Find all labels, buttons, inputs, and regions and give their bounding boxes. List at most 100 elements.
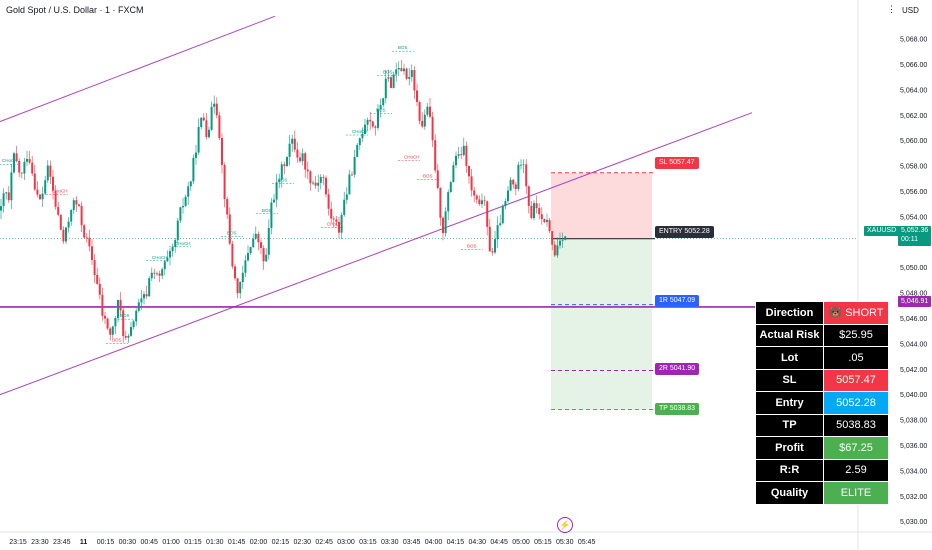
- candle-body: [447, 192, 450, 212]
- symbol-title[interactable]: Gold Spot / U.S. Dollar · 1 · FXCM: [6, 5, 144, 15]
- candle-body: [499, 223, 502, 226]
- info-key: Quality: [755, 481, 824, 505]
- candle-body: [390, 77, 392, 88]
- x-tick-label: 03:45: [403, 539, 421, 546]
- x-tick-label: 02:30: [294, 539, 312, 546]
- candle-body: [491, 251, 494, 253]
- candle-body: [195, 152, 197, 158]
- candle-body: [522, 164, 525, 166]
- candle-body: [514, 184, 517, 190]
- structure-annotation: BOS: [383, 69, 393, 74]
- candle-body: [540, 214, 543, 220]
- candle-body: [169, 251, 171, 258]
- candle-body: [436, 170, 439, 188]
- x-tick-label: 23:15: [9, 539, 27, 546]
- info-key: Direction: [755, 301, 824, 325]
- candle-body: [28, 158, 31, 163]
- x-tick-label: 00:30: [119, 539, 137, 546]
- info-row: Entry 5052.28: [755, 391, 889, 415]
- info-key: Entry: [755, 391, 824, 415]
- more-options-icon[interactable]: ⋮: [887, 4, 896, 14]
- candle-body: [223, 164, 226, 200]
- candle-body: [226, 199, 229, 215]
- candle-body: [197, 127, 200, 153]
- y-tick-label: 5,042.00: [900, 367, 927, 374]
- candle-body: [236, 278, 239, 294]
- candle-body: [153, 272, 156, 274]
- channel-upper-line[interactable]: [0, 15, 276, 125]
- candle-body: [23, 161, 26, 174]
- info-row: Profit $67.25: [755, 436, 889, 460]
- candle-body: [382, 98, 385, 106]
- candle-body: [275, 182, 278, 200]
- candle-body: [182, 205, 184, 208]
- x-tick-label: 00:15: [97, 539, 115, 546]
- candle-body: [20, 172, 23, 174]
- y-tick-label: 5,064.00: [900, 87, 927, 94]
- candle-body: [561, 239, 564, 241]
- 2r-line-label[interactable]: 2R 5041.90: [655, 363, 700, 375]
- candle-body: [509, 179, 512, 191]
- candle-body: [247, 253, 249, 261]
- 1r-line-label[interactable]: 1R 5047.09: [655, 295, 700, 307]
- candle-body: [299, 157, 301, 162]
- sl-line-label[interactable]: SL 5057.47: [655, 157, 699, 169]
- candle-body: [395, 69, 398, 75]
- candle-body: [530, 205, 533, 219]
- candle-body: [335, 219, 338, 222]
- candle-body: [273, 199, 275, 203]
- candle-body: [462, 145, 465, 156]
- candle-body: [551, 231, 554, 245]
- candle-body: [122, 310, 125, 337]
- candle-body: [31, 162, 34, 174]
- candle-body: [0, 206, 2, 211]
- candle-body: [413, 70, 416, 91]
- candle-body: [457, 154, 460, 156]
- candle-body: [36, 189, 39, 195]
- y-tick-label: 5,058.00: [900, 164, 927, 171]
- candle-body: [319, 177, 322, 183]
- lightning-icon[interactable]: ⚡: [557, 517, 573, 533]
- candle-body: [91, 246, 93, 260]
- candle-body: [520, 164, 522, 166]
- candle-body: [312, 182, 314, 184]
- structure-annotation: BOS: [278, 177, 288, 182]
- x-tick-label: 04:45: [490, 539, 508, 546]
- candle-body: [254, 233, 257, 239]
- candle-body: [353, 156, 356, 175]
- candle-body: [26, 158, 28, 162]
- info-key: SL: [755, 368, 824, 392]
- candle-body: [356, 145, 359, 157]
- candle-body: [483, 200, 486, 202]
- structure-annotation: CHoCH: [152, 255, 168, 260]
- entry-line-label[interactable]: ENTRY 5052.28: [655, 226, 714, 238]
- currency-label[interactable]: USD: [902, 6, 919, 15]
- channel-lower-line[interactable]: [0, 112, 753, 399]
- bar-countdown: 00:11: [901, 236, 918, 243]
- x-tick-label: 05:15: [534, 539, 552, 546]
- candle-body: [57, 206, 60, 215]
- x-tick-label: 23:30: [31, 539, 49, 546]
- level-price-badge: 5,046.91: [898, 296, 932, 307]
- x-tick-label: 04:00: [425, 539, 443, 546]
- structure-annotation: CHoCH: [175, 241, 191, 246]
- candle-body: [179, 207, 182, 221]
- candle-body: [434, 140, 437, 171]
- structure-annotation: BOS: [423, 173, 433, 178]
- last-price-badge: 5,052.36 00:11: [898, 226, 932, 246]
- candle-body: [83, 225, 86, 238]
- y-tick-label: 5,068.00: [900, 37, 927, 44]
- info-row: Quality ELITE: [755, 481, 889, 505]
- candle-body: [418, 102, 421, 121]
- candle-body: [475, 195, 478, 200]
- last-price: 5,052.36: [901, 227, 929, 234]
- candle-body: [111, 326, 114, 335]
- candle-body: [429, 106, 431, 117]
- candle-body: [330, 208, 333, 219]
- candle-body: [280, 164, 283, 180]
- tp-line-label[interactable]: TP 5038.83: [655, 403, 700, 415]
- candle-body: [13, 153, 15, 173]
- candle-body: [166, 257, 169, 262]
- candle-body: [106, 318, 109, 329]
